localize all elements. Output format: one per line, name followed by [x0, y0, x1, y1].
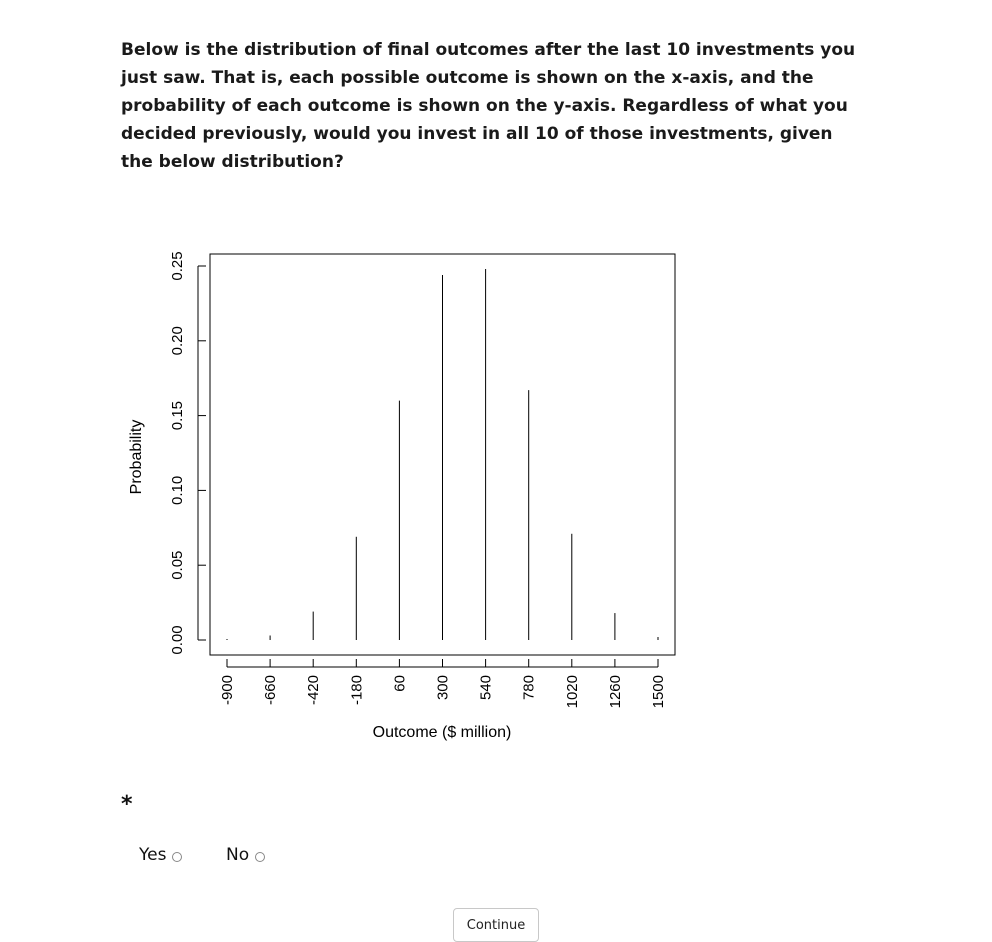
no-label: No [226, 845, 250, 865]
y-tick-label: 0.10 [169, 476, 186, 505]
y-axis-label: Probability [128, 420, 145, 495]
y-tick-label: 0.15 [169, 401, 186, 430]
x-tick-label: 780 [521, 675, 538, 700]
y-axis: 0.00 0.05 0.10 0.15 0.20 0.25 [169, 251, 206, 655]
bars [226, 268, 659, 640]
y-tick-label: 0.05 [169, 551, 186, 580]
x-axis-label: Outcome ($ million) [373, 724, 512, 741]
y-tick-label: 0.25 [169, 251, 186, 280]
x-tick-label: -180 [348, 675, 365, 705]
option-no[interactable]: No [226, 845, 266, 865]
yes-label: Yes [139, 845, 167, 865]
continue-button[interactable]: Continue [453, 908, 539, 942]
no-radio[interactable] [255, 851, 266, 862]
y-tick-label: 0.20 [169, 326, 186, 355]
x-axis: -900 -660 -420 -180 60 300 540 780 1020 1260 1500 [219, 659, 667, 708]
question-text: Below is the distribution of final outco… [121, 40, 856, 172]
x-tick-label: 1500 [650, 675, 667, 708]
x-tick-label: 540 [478, 675, 495, 700]
x-tick-label: -900 [219, 675, 236, 705]
x-tick-label: 1260 [607, 675, 624, 708]
plot-frame [209, 253, 676, 656]
x-tick-label: -660 [262, 675, 279, 705]
x-tick-label: 60 [391, 675, 408, 692]
yes-radio[interactable] [172, 851, 183, 862]
x-tick-label: -420 [305, 675, 322, 705]
probability-chart: 0.00 0.05 0.10 0.15 0.20 0.25 -900 -660 -420 -18… [128, 251, 676, 741]
y-tick-label: 0.00 [169, 625, 186, 654]
option-yes[interactable]: Yes [139, 845, 183, 865]
required-marker: * [121, 792, 133, 817]
x-tick-label: 1020 [564, 675, 581, 708]
x-tick-label: 300 [435, 675, 452, 700]
